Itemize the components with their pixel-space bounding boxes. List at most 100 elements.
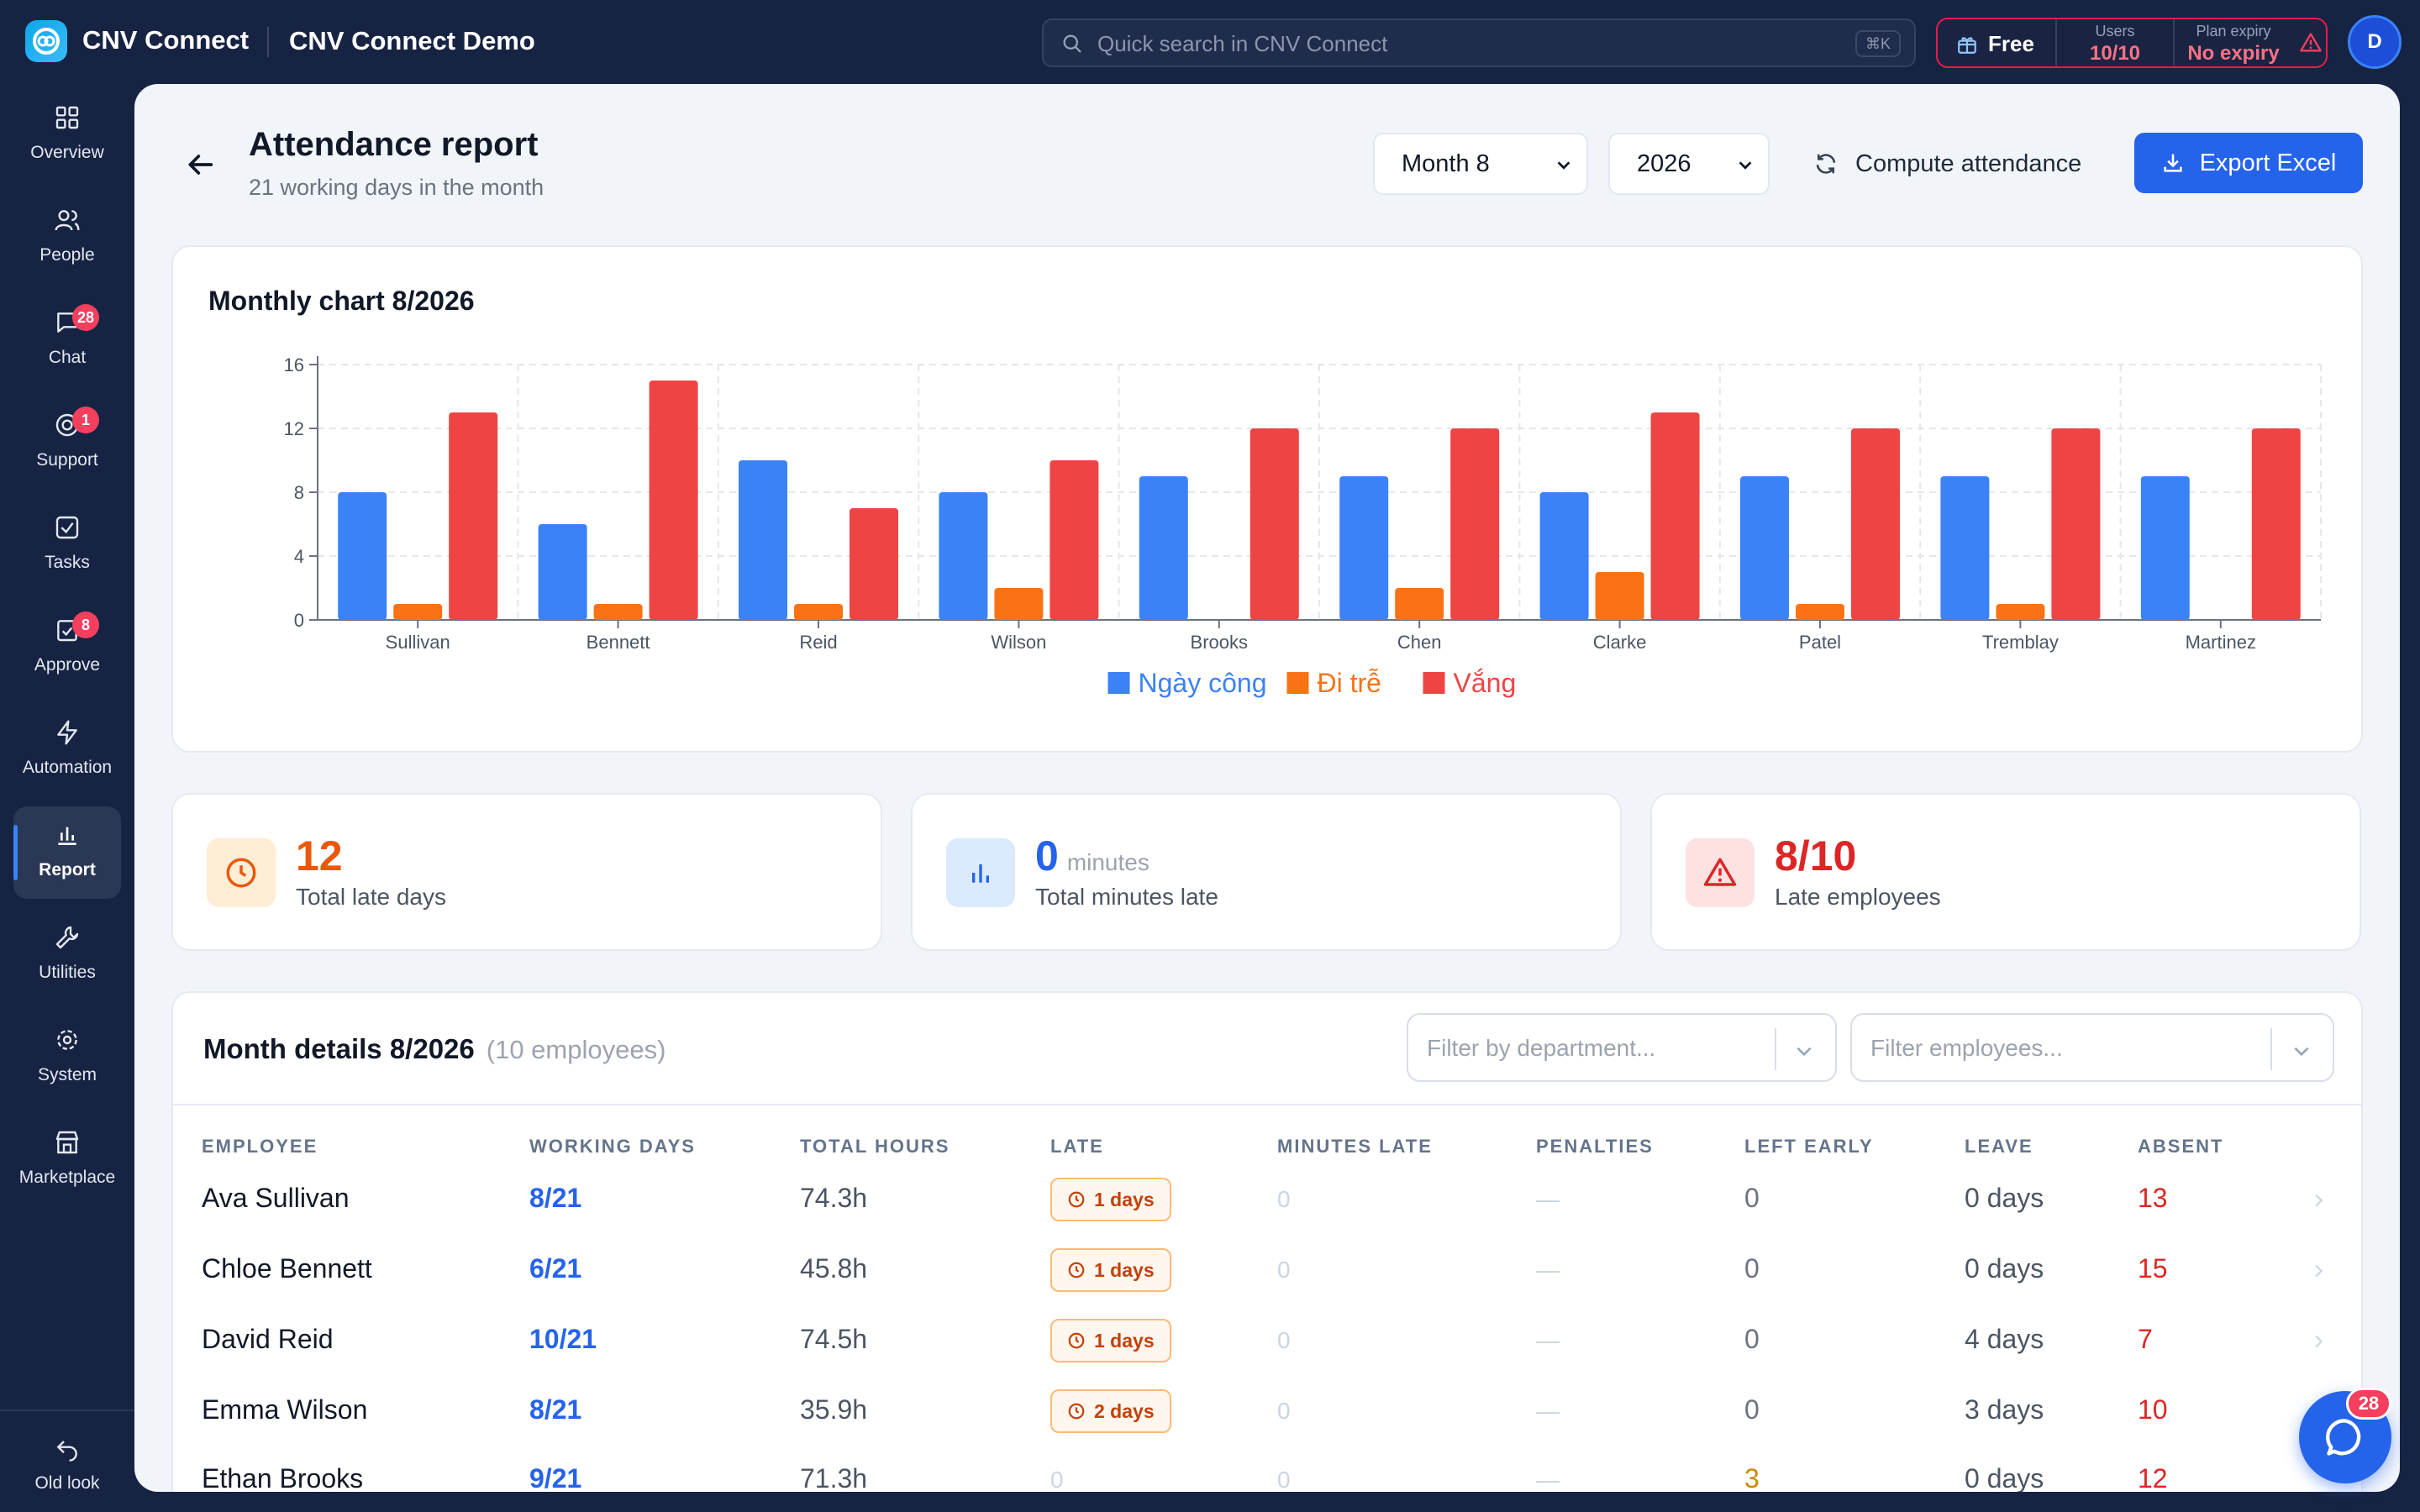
total-hours: 74.3h	[800, 1183, 868, 1213]
table-row[interactable]: David Reid 10/21 74.5h 1 days 0 — 0 4 da…	[173, 1307, 2361, 1378]
sidebar-item-system[interactable]: System	[13, 1011, 121, 1104]
late-value: 1 days	[1094, 1188, 1155, 1210]
sidebar-item-label: Report	[39, 860, 96, 879]
x-tick-label: Chen	[1397, 632, 1442, 653]
working-days: 8/21	[529, 1183, 582, 1213]
department-filter-input[interactable]	[1427, 1033, 1746, 1063]
y-tick-label: 0	[294, 610, 304, 631]
approve-badge: 8	[72, 612, 99, 638]
year-select[interactable]: 2026	[1608, 133, 1770, 195]
leave: 4 days	[1965, 1324, 2044, 1354]
minutes-late: 0	[1277, 1257, 1291, 1283]
sidebar-item-approve[interactable]: 8 Approve	[13, 601, 121, 694]
plan-divider	[2173, 19, 2175, 66]
leave: 3 days	[1965, 1394, 2044, 1425]
bar	[338, 492, 387, 620]
sidebar-item-label: Chat	[48, 348, 87, 367]
back-arrow-icon[interactable]	[183, 148, 217, 181]
global-search[interactable]: ⌘K	[1042, 18, 1916, 67]
column-header[interactable]: LEFT EARLY	[1744, 1136, 1874, 1157]
chevron-down-icon	[1557, 161, 1570, 170]
chevron-right-icon[interactable]	[2309, 1191, 2328, 1210]
warning-icon	[2300, 33, 2322, 52]
bar	[393, 604, 443, 620]
column-header[interactable]: PENALTIES	[1536, 1136, 1654, 1157]
sidebar-item-label: Support	[36, 450, 98, 470]
left-early: 3	[1744, 1463, 1760, 1492]
plan-expiry-label: Plan expiry	[2196, 23, 2271, 39]
chevron-down-icon	[1739, 161, 1752, 170]
sidebar-item-tasks[interactable]: Tasks	[13, 499, 121, 591]
total-hours: 45.8h	[800, 1253, 868, 1284]
chevron-down-icon[interactable]	[1793, 1040, 1815, 1062]
bar	[538, 524, 587, 620]
x-tick-label: Patel	[1799, 632, 1841, 653]
x-tick-label: Wilson	[991, 632, 1046, 653]
app-logo-icon[interactable]	[25, 20, 67, 62]
employee-filter-input[interactable]	[1870, 1033, 2190, 1063]
minutes-late: 0	[1277, 1398, 1291, 1424]
sidebar-item-label: Marketplace	[18, 1168, 116, 1187]
bar-chart-icon	[58, 827, 76, 845]
sidebar-item-utilities[interactable]: Utilities	[13, 909, 121, 1001]
column-header[interactable]: MINUTES LATE	[1277, 1136, 1433, 1157]
old-look-button[interactable]: Old look	[13, 1420, 121, 1512]
x-tick-label: Brooks	[1191, 632, 1248, 653]
column-header[interactable]: ABSENT	[2138, 1136, 2224, 1157]
late-value: 2 days	[1094, 1399, 1155, 1422]
undo-icon	[56, 1441, 77, 1462]
sidebar-item-marketplace[interactable]: Marketplace	[13, 1114, 121, 1206]
table-row[interactable]: Ava Sullivan 8/21 74.3h 1 days 0 — 0 0 d…	[173, 1166, 2361, 1236]
search-input[interactable]	[1097, 29, 1820, 59]
filter-divider	[1775, 1028, 1776, 1070]
y-tick-label: 16	[284, 354, 304, 375]
export-excel-button[interactable]: Export Excel	[2134, 133, 2363, 193]
workspace-name[interactable]: CNV Connect Demo	[289, 26, 535, 55]
column-header[interactable]: EMPLOYEE	[202, 1136, 318, 1157]
warning-icon	[1686, 838, 1754, 907]
lightning-icon	[57, 720, 77, 745]
sidebar-item-chat[interactable]: 28 Chat	[13, 294, 121, 386]
department-filter[interactable]	[1407, 1013, 1837, 1082]
sidebar: Overview People 28 Chat 1 Support Tasks …	[0, 84, 134, 1512]
store-icon	[55, 1131, 79, 1154]
table-title: Month details 8/2026 (10 employees)	[203, 1033, 666, 1065]
column-header[interactable]: LATE	[1050, 1136, 1104, 1157]
sidebar-item-people[interactable]: People	[13, 192, 121, 284]
table-row[interactable]: Ethan Brooks 9/21 71.3h 0 0 — 3 0 days 1…	[173, 1446, 2361, 1492]
avatar[interactable]: D	[2348, 15, 2402, 69]
plan-free: Free	[1956, 31, 2034, 57]
clock-icon	[1068, 1403, 1085, 1420]
compute-attendance-button[interactable]: Compute attendance	[1813, 133, 2081, 195]
leave: 0 days	[1965, 1463, 2044, 1492]
plan-status[interactable]: Free Users 10/10 Plan expiry No expiry	[1936, 18, 2328, 68]
bar	[1339, 476, 1389, 620]
month-select[interactable]: Month 8	[1373, 133, 1588, 195]
employee-name: Chloe Bennett	[202, 1253, 372, 1284]
leave: 0 days	[1965, 1253, 2044, 1284]
clock-icon	[1068, 1191, 1085, 1208]
late-badge: 2 days	[1050, 1389, 1171, 1433]
column-header[interactable]: TOTAL HOURS	[800, 1136, 950, 1157]
chart-title: Monthly chart 8/2026	[208, 286, 475, 316]
sidebar-item-overview[interactable]: Overview	[13, 89, 121, 181]
support-badge: 1	[72, 407, 99, 433]
column-header[interactable]: LEAVE	[1965, 1136, 2033, 1157]
column-header[interactable]: WORKING DAYS	[529, 1136, 696, 1157]
year-select-value: 2026	[1637, 150, 1691, 177]
chevron-right-icon[interactable]	[2309, 1262, 2328, 1280]
chevron-down-icon[interactable]	[2291, 1040, 2312, 1062]
bar	[649, 381, 698, 620]
chevron-right-icon[interactable]	[2309, 1332, 2328, 1351]
top-divider	[267, 27, 269, 57]
table-row[interactable]: Emma Wilson 8/21 35.9h 2 days 0 — 0 3 da…	[173, 1378, 2361, 1448]
x-tick-label: Clarke	[1593, 632, 1647, 653]
sidebar-item-automation[interactable]: Automation	[13, 704, 121, 796]
sidebar-item-report[interactable]: Report	[13, 806, 121, 899]
employee-filter[interactable]	[1850, 1013, 2334, 1082]
table-row[interactable]: Chloe Bennett 6/21 45.8h 1 days 0 — 0 0 …	[173, 1236, 2361, 1307]
month-details-card: Month details 8/2026 (10 employees) EMPLO…	[171, 991, 2363, 1492]
sidebar-item-support[interactable]: 1 Support	[13, 396, 121, 489]
penalties: —	[1536, 1186, 1560, 1212]
bar	[1650, 412, 1700, 620]
